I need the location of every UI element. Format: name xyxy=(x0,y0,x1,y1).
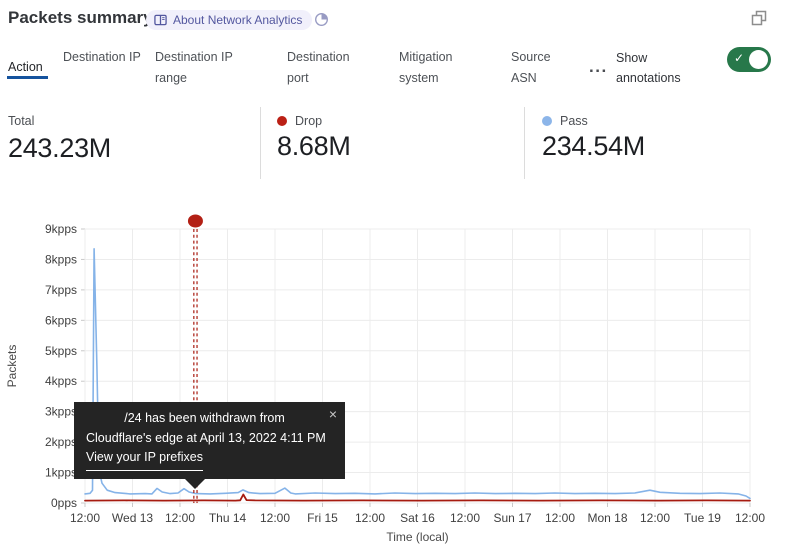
stat-pass-label: Pass xyxy=(560,114,588,128)
stats-divider xyxy=(524,107,525,179)
y-axis-tick-label: 7kpps xyxy=(45,283,77,297)
tooltip-text-line1: /24 has been withdrawn from xyxy=(124,411,285,425)
y-axis-tick-label: 1kpps xyxy=(45,466,77,480)
y-axis-tick-label: 0pps xyxy=(51,496,77,510)
pass-legend-dot xyxy=(542,116,552,126)
about-network-analytics-badge[interactable]: About Network Analytics xyxy=(146,10,313,30)
active-tab-underline xyxy=(7,76,48,79)
history-clock-icon[interactable] xyxy=(314,12,329,27)
toggle-check-icon: ✓ xyxy=(734,51,745,65)
x-axis-tick-label: Sat 16 xyxy=(400,511,435,525)
show-annotations-label: Show annotations xyxy=(616,51,681,85)
stat-pass: Pass 234.54M xyxy=(542,114,645,162)
y-axis-tick-label: 4kpps xyxy=(45,374,77,388)
show-annotations-toggle[interactable]: ✓ xyxy=(727,47,771,72)
page-title: Packets summary xyxy=(8,8,153,27)
x-axis-tick-label: Wed 13 xyxy=(112,511,153,525)
tooltip-close-icon[interactable]: × xyxy=(328,406,337,422)
about-badge-label: About Network Analytics xyxy=(173,13,303,27)
series-line-pass xyxy=(84,247,751,500)
y-axis-tick-label: 6kpps xyxy=(45,313,77,327)
x-axis-tick-label: 12:00 xyxy=(545,511,575,525)
y-axis-tick-label: 2kpps xyxy=(45,435,77,449)
x-axis-tick-label: 12:00 xyxy=(450,511,480,525)
stats-divider xyxy=(260,107,261,179)
tab-destination-ip-range[interactable]: Destination IP range xyxy=(155,50,233,85)
stat-total-value: 243.23M xyxy=(8,133,111,163)
tab-source-asn[interactable]: Source ASN xyxy=(511,50,551,85)
y-axis-tick-label: 3kpps xyxy=(45,405,77,419)
stat-total-label: Total xyxy=(8,114,35,128)
stat-drop-value: 8.68M xyxy=(277,131,351,161)
view-ip-prefixes-link[interactable]: View your IP prefixes xyxy=(86,448,203,471)
stat-drop: Drop 8.68M xyxy=(277,114,351,162)
tooltip-caret xyxy=(184,477,206,489)
drop-legend-dot xyxy=(277,116,287,126)
x-axis-tick-label: Mon 18 xyxy=(587,511,627,525)
tab-mitigation-system[interactable]: Mitigation system xyxy=(399,50,453,85)
book-icon xyxy=(154,14,167,26)
x-axis-title: Time (local) xyxy=(386,530,448,544)
x-axis-tick-label: Thu 14 xyxy=(209,511,247,525)
x-axis-tick-label: 12:00 xyxy=(260,511,290,525)
x-axis-tick-label: Fri 15 xyxy=(307,511,338,525)
tooltip-text-line2: Cloudflare's edge at April 13, 2022 4:11… xyxy=(86,430,326,445)
tab-destination-port[interactable]: Destination port xyxy=(287,50,350,85)
stat-total: Total 243.23M xyxy=(8,114,111,164)
y-axis-tick-label: 5kpps xyxy=(45,344,77,358)
annotation-marker-dot[interactable] xyxy=(187,214,203,228)
annotation-tooltip: /24 has been withdrawn from Cloudflare's… xyxy=(74,402,345,489)
y-axis-tick-label: 9kpps xyxy=(45,222,77,236)
open-window-icon[interactable] xyxy=(750,9,768,27)
x-axis-tick-label: 12:00 xyxy=(165,511,195,525)
x-axis-tick-label: 12:00 xyxy=(70,511,100,525)
x-axis-tick-label: 12:00 xyxy=(355,511,385,525)
stat-drop-label: Drop xyxy=(295,114,323,128)
x-axis-tick-label: 12:00 xyxy=(735,511,765,525)
series-line-drop xyxy=(84,493,751,502)
tab-destination-ip[interactable]: Destination IP xyxy=(63,50,141,64)
y-axis-title: Packets xyxy=(5,345,19,388)
x-axis-tick-label: Tue 19 xyxy=(684,511,721,525)
more-tabs-button[interactable]: ... xyxy=(589,57,608,76)
packets-time-series-chart[interactable]: 0pps 1kpps 2kpps 3kpps 4kpps 5kpps 6kpps 7kpps 8… xyxy=(0,200,785,555)
x-axis-tick-label: Sun 17 xyxy=(493,511,531,525)
y-axis-tick-label: 8kpps xyxy=(45,252,77,266)
toggle-knob xyxy=(749,50,768,69)
tab-action[interactable]: Action xyxy=(8,60,43,74)
x-axis-tick-label: 12:00 xyxy=(640,511,670,525)
stat-pass-value: 234.54M xyxy=(542,131,645,161)
